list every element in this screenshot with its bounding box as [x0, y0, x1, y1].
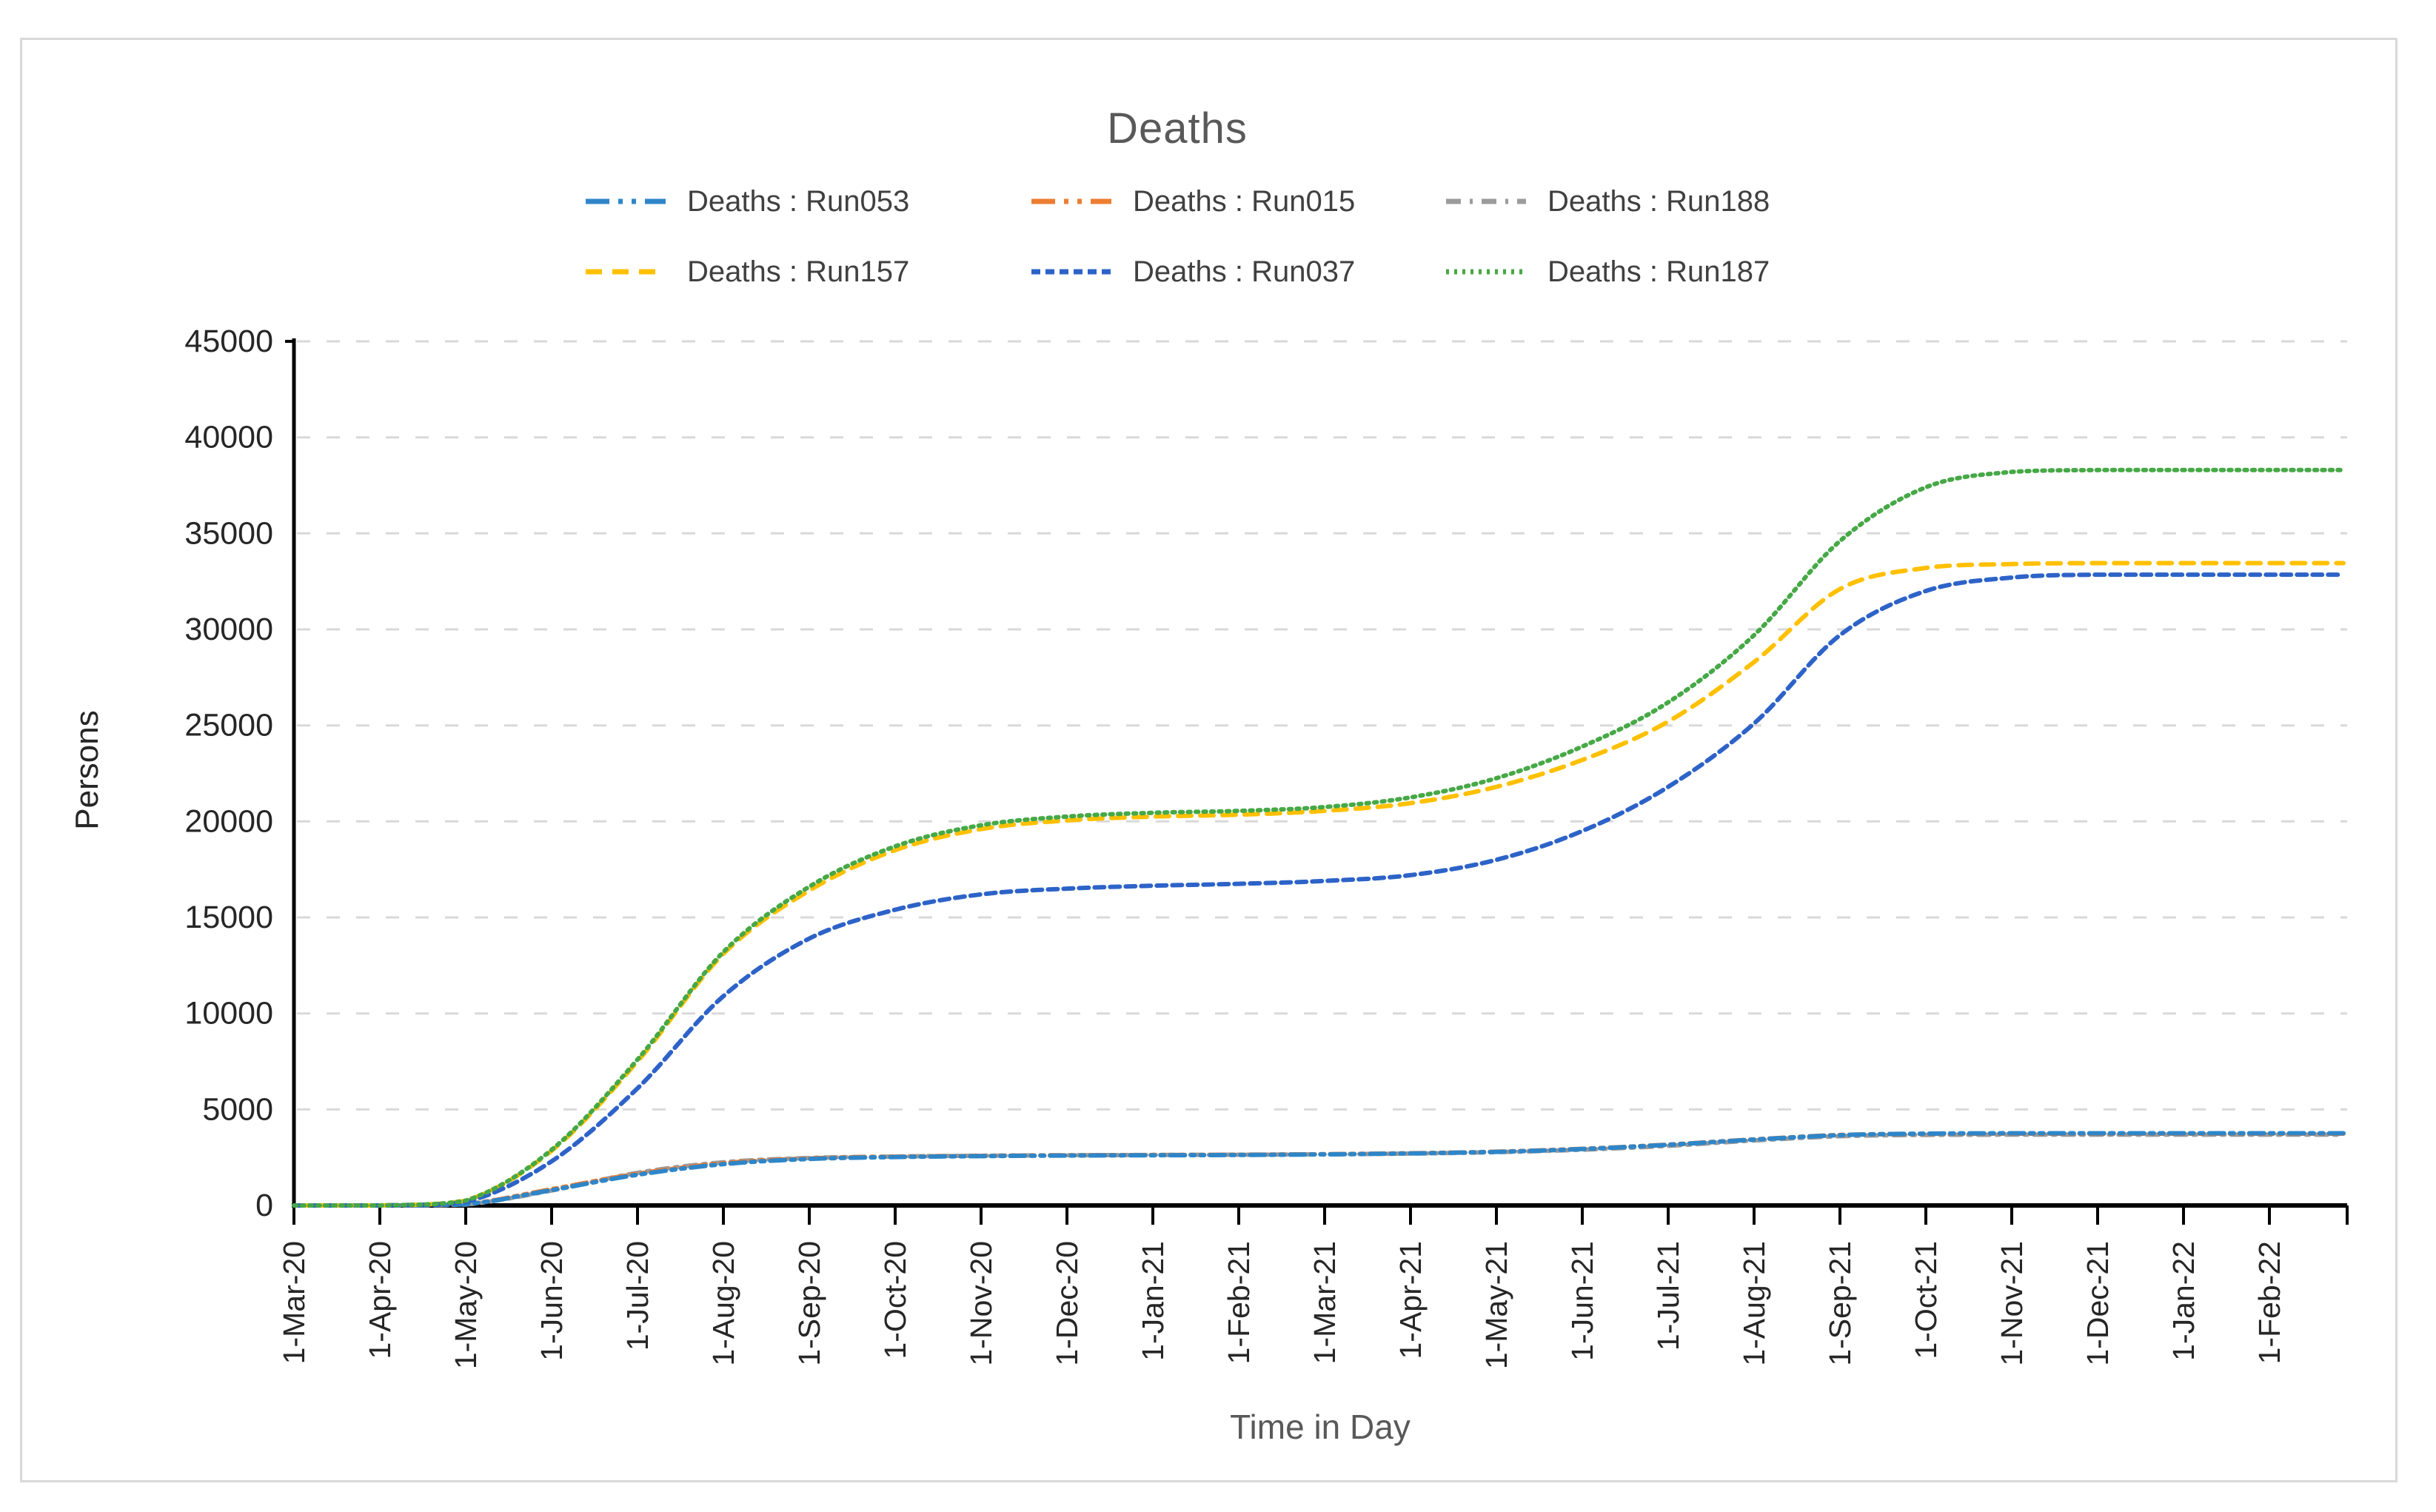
- legend-line-sample-run188: [1446, 198, 1526, 204]
- y-tick-label: 15000: [184, 900, 273, 935]
- x-tick-label: 1-Sep-21: [1823, 1241, 1857, 1366]
- y-tick-label: 0: [255, 1188, 273, 1223]
- x-tick-label: 1-Feb-21: [1222, 1241, 1256, 1364]
- legend-line-sample-run053: [586, 198, 666, 204]
- legend-item-run053: Deaths : Run053: [583, 182, 909, 221]
- y-tick-label: 5000: [202, 1091, 273, 1127]
- x-tick-label: 1-Mar-20: [277, 1241, 311, 1364]
- legend-item-run015: Deaths : Run015: [1029, 182, 1355, 221]
- x-tick-label: 1-Mar-21: [1308, 1241, 1342, 1364]
- y-axis-title: Persons: [69, 710, 105, 830]
- series-run157-line: [292, 561, 2346, 1208]
- x-tick-label: 1-Nov-21: [1995, 1241, 2029, 1366]
- y-tick-label: 10000: [184, 996, 273, 1031]
- legend-item-run187: Deaths : Run187: [1444, 252, 1770, 291]
- legend-line-sample-run015: [1031, 198, 1111, 204]
- x-tick-label: 1-Jul-21: [1651, 1241, 1685, 1351]
- legend-label-run015: Deaths : Run015: [1133, 184, 1356, 218]
- y-tick-label: 40000: [184, 420, 273, 455]
- x-tick-label: 1-May-21: [1479, 1241, 1513, 1369]
- x-tick-label: 1-Aug-21: [1737, 1241, 1771, 1366]
- legend-label-run187: Deaths : Run187: [1547, 255, 1770, 288]
- series-run053-line: [292, 1131, 2346, 1208]
- legend-item-run157: Deaths : Run157: [583, 252, 909, 291]
- x-tick-label: 1-Dec-21: [2081, 1241, 2115, 1366]
- legend-item-run188: Deaths : Run188: [1444, 182, 1770, 221]
- x-tick-label: 1-Oct-21: [1909, 1241, 1943, 1359]
- y-tick-label: 20000: [184, 803, 273, 839]
- x-tick-label: 1-Apr-21: [1393, 1241, 1428, 1359]
- legend-line-sample-run157: [586, 269, 666, 275]
- y-tick-label: 25000: [184, 708, 273, 743]
- x-tick-label: 1-Feb-22: [2252, 1241, 2286, 1364]
- x-tick-label: 1-Aug-20: [706, 1241, 740, 1366]
- x-tick-label: 1-Jun-21: [1565, 1241, 1599, 1361]
- legend-label-run157: Deaths : Run157: [687, 255, 910, 288]
- legend-label-run053: Deaths : Run053: [687, 184, 910, 218]
- chart-title: Deaths: [1107, 104, 1248, 153]
- x-tick-label: 1-Sep-20: [792, 1241, 826, 1366]
- series-run037-line: [292, 572, 2346, 1208]
- figure-frame: [20, 38, 2397, 1482]
- x-tick-label: 1-Jan-21: [1136, 1241, 1170, 1361]
- x-tick-label: 1-Jan-22: [2166, 1241, 2201, 1361]
- legend-label-run037: Deaths : Run037: [1133, 255, 1356, 288]
- x-tick-label: 1-Nov-20: [964, 1241, 998, 1366]
- x-axis-title: Time in Day: [1230, 1408, 1411, 1446]
- x-tick-label: 1-Oct-20: [878, 1241, 912, 1359]
- x-tick-label: 1-May-20: [449, 1241, 483, 1369]
- legend-label-run188: Deaths : Run188: [1547, 184, 1770, 218]
- series-run187-line: [292, 467, 2346, 1208]
- x-tick-label: 1-Dec-20: [1050, 1241, 1084, 1366]
- x-tick-label: 1-Apr-20: [363, 1241, 397, 1359]
- legend-item-run037: Deaths : Run037: [1029, 252, 1355, 291]
- x-tick-label: 1-Jul-20: [620, 1241, 655, 1351]
- legend-line-sample-run037: [1031, 269, 1111, 275]
- y-tick-label: 30000: [184, 612, 273, 647]
- y-tick-label: 45000: [184, 324, 273, 359]
- y-tick-label: 35000: [184, 515, 273, 551]
- legend-line-sample-run187: [1446, 269, 1526, 275]
- x-tick-label: 1-Jun-20: [535, 1241, 569, 1361]
